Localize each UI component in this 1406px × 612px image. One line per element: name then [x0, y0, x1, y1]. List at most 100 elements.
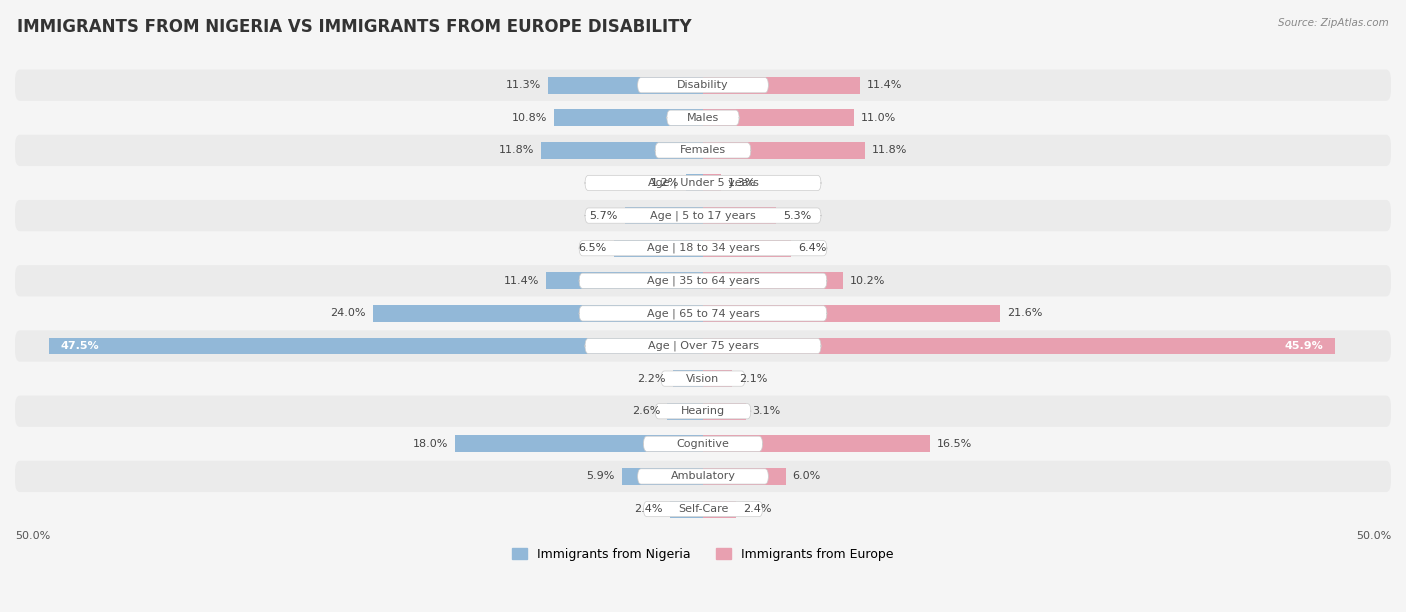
Text: 11.4%: 11.4% [866, 80, 903, 90]
Text: 10.8%: 10.8% [512, 113, 547, 123]
Text: 11.0%: 11.0% [862, 113, 897, 123]
Text: 5.9%: 5.9% [586, 471, 614, 482]
Text: Self-Care: Self-Care [678, 504, 728, 514]
Text: 6.5%: 6.5% [578, 243, 606, 253]
FancyBboxPatch shape [644, 436, 762, 452]
FancyBboxPatch shape [15, 200, 1391, 231]
Text: Age | 5 to 17 years: Age | 5 to 17 years [650, 211, 756, 221]
Bar [703, 272, 844, 289]
Text: Disability: Disability [678, 80, 728, 90]
Text: Age | 35 to 64 years: Age | 35 to 64 years [647, 275, 759, 286]
Bar [703, 370, 733, 387]
Bar [703, 240, 792, 256]
Text: 50.0%: 50.0% [1355, 531, 1391, 541]
Text: 10.2%: 10.2% [851, 276, 886, 286]
FancyBboxPatch shape [579, 241, 827, 256]
Text: Age | 18 to 34 years: Age | 18 to 34 years [647, 243, 759, 253]
Bar [703, 468, 786, 485]
Text: Vision: Vision [686, 373, 720, 384]
Bar [49, 338, 703, 354]
Bar [613, 240, 703, 256]
Bar [621, 468, 703, 485]
Text: Males: Males [688, 113, 718, 123]
FancyBboxPatch shape [579, 273, 827, 288]
Bar [703, 501, 735, 518]
Text: Source: ZipAtlas.com: Source: ZipAtlas.com [1278, 18, 1389, 28]
FancyBboxPatch shape [15, 265, 1391, 296]
Text: 6.0%: 6.0% [793, 471, 821, 482]
FancyBboxPatch shape [585, 176, 821, 190]
FancyBboxPatch shape [638, 469, 768, 484]
Bar [703, 110, 855, 126]
Text: 21.6%: 21.6% [1007, 308, 1042, 318]
Text: 45.9%: 45.9% [1285, 341, 1323, 351]
Text: 50.0%: 50.0% [15, 531, 51, 541]
Text: 11.4%: 11.4% [503, 276, 540, 286]
Bar [703, 305, 1000, 322]
Text: Cognitive: Cognitive [676, 439, 730, 449]
FancyBboxPatch shape [15, 298, 1391, 329]
Text: 5.7%: 5.7% [589, 211, 617, 220]
Bar [703, 435, 929, 452]
Bar [703, 207, 776, 224]
Bar [703, 76, 860, 94]
FancyBboxPatch shape [661, 371, 745, 386]
FancyBboxPatch shape [666, 110, 740, 125]
Text: 24.0%: 24.0% [330, 308, 366, 318]
Text: 2.1%: 2.1% [738, 373, 768, 384]
FancyBboxPatch shape [15, 167, 1391, 199]
Bar [456, 435, 703, 452]
Bar [703, 142, 865, 159]
Bar [373, 305, 703, 322]
FancyBboxPatch shape [15, 330, 1391, 362]
Bar [541, 142, 703, 159]
Text: 11.8%: 11.8% [872, 146, 908, 155]
Bar [554, 110, 703, 126]
Bar [703, 403, 745, 420]
Bar [672, 370, 703, 387]
FancyBboxPatch shape [15, 363, 1391, 394]
Bar [668, 403, 703, 420]
Bar [686, 174, 703, 192]
FancyBboxPatch shape [585, 338, 821, 354]
Text: 2.6%: 2.6% [631, 406, 661, 416]
Text: 47.5%: 47.5% [60, 341, 98, 351]
FancyBboxPatch shape [579, 306, 827, 321]
Text: 2.4%: 2.4% [634, 504, 664, 514]
FancyBboxPatch shape [585, 208, 821, 223]
Bar [703, 174, 721, 192]
Text: Age | 65 to 74 years: Age | 65 to 74 years [647, 308, 759, 319]
Text: 6.4%: 6.4% [799, 243, 827, 253]
Text: 3.1%: 3.1% [752, 406, 780, 416]
FancyBboxPatch shape [644, 501, 762, 517]
Text: 18.0%: 18.0% [413, 439, 449, 449]
Bar [624, 207, 703, 224]
Text: 2.2%: 2.2% [637, 373, 666, 384]
Text: Females: Females [681, 146, 725, 155]
FancyBboxPatch shape [15, 428, 1391, 460]
FancyBboxPatch shape [15, 70, 1391, 101]
FancyBboxPatch shape [655, 403, 751, 419]
Text: 11.3%: 11.3% [505, 80, 541, 90]
Bar [547, 76, 703, 94]
FancyBboxPatch shape [655, 143, 751, 158]
Text: Age | Under 5 years: Age | Under 5 years [648, 177, 758, 188]
FancyBboxPatch shape [15, 135, 1391, 166]
Bar [546, 272, 703, 289]
Text: 1.3%: 1.3% [728, 178, 756, 188]
Text: Ambulatory: Ambulatory [671, 471, 735, 482]
Text: 11.8%: 11.8% [498, 146, 534, 155]
Text: IMMIGRANTS FROM NIGERIA VS IMMIGRANTS FROM EUROPE DISABILITY: IMMIGRANTS FROM NIGERIA VS IMMIGRANTS FR… [17, 18, 692, 36]
FancyBboxPatch shape [15, 102, 1391, 133]
Text: 5.3%: 5.3% [783, 211, 811, 220]
Text: 1.2%: 1.2% [651, 178, 679, 188]
FancyBboxPatch shape [15, 395, 1391, 427]
Bar [703, 338, 1334, 354]
FancyBboxPatch shape [638, 78, 768, 93]
Text: 16.5%: 16.5% [936, 439, 972, 449]
FancyBboxPatch shape [15, 493, 1391, 524]
Bar [671, 501, 703, 518]
Text: Hearing: Hearing [681, 406, 725, 416]
Legend: Immigrants from Nigeria, Immigrants from Europe: Immigrants from Nigeria, Immigrants from… [508, 543, 898, 566]
Text: Age | Over 75 years: Age | Over 75 years [648, 341, 758, 351]
